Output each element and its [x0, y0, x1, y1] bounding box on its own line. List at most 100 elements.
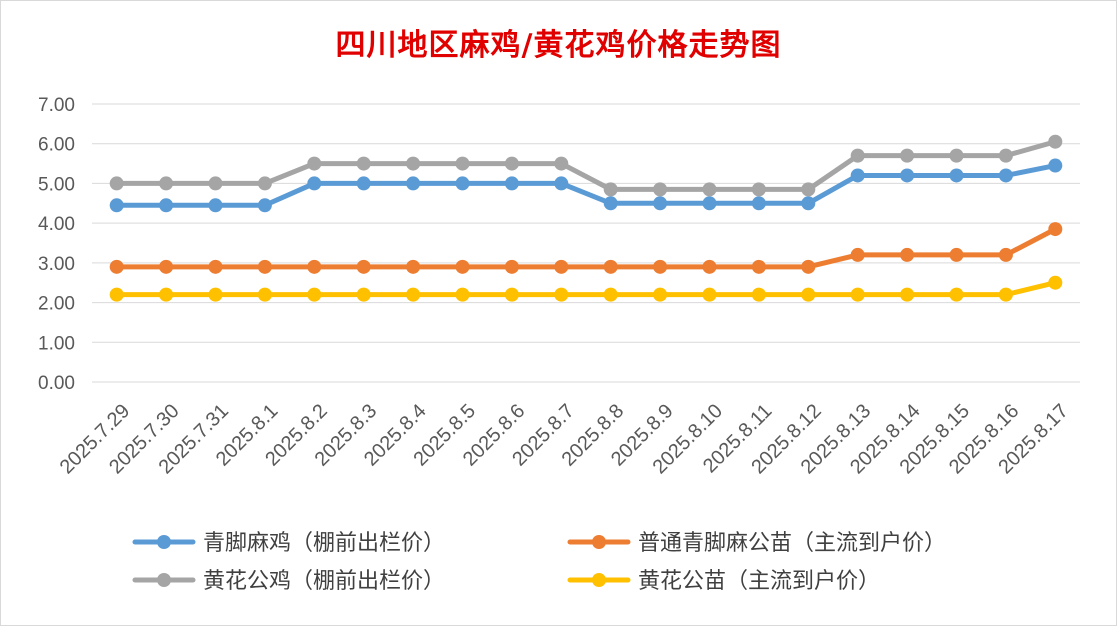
data-point [702, 259, 717, 274]
data-point [801, 259, 816, 274]
data-point [949, 148, 964, 163]
data-point [603, 182, 618, 197]
legend-swatch-marker [592, 573, 606, 587]
data-point [653, 287, 668, 302]
legend-item: 普通青脚麻公苗（主流到户价） [567, 530, 946, 555]
data-point [159, 198, 174, 213]
y-tick-label: 0.00 [38, 373, 75, 394]
data-point [406, 259, 421, 274]
data-point [900, 148, 915, 163]
data-point [406, 156, 421, 171]
data-point [850, 148, 865, 163]
data-point [998, 247, 1013, 262]
legend-item: 青脚麻鸡（棚前出栏价） [132, 530, 445, 555]
data-point [801, 182, 816, 197]
data-point [208, 198, 223, 213]
data-point [801, 287, 816, 302]
legend-item: 黄花公苗（主流到户价） [567, 568, 880, 593]
legend: 青脚麻鸡（棚前出栏价） 普通青脚麻公苗（主流到户价） 黄花公鸡（棚前出栏价） 黄花公苗… [132, 530, 946, 593]
data-point [455, 287, 470, 302]
data-point [801, 196, 816, 211]
data-point [653, 182, 668, 197]
data-point [751, 196, 766, 211]
data-point [900, 168, 915, 183]
data-point [208, 259, 223, 274]
data-point [850, 168, 865, 183]
data-point [554, 287, 569, 302]
data-point [257, 176, 272, 191]
data-point [751, 287, 766, 302]
legend-label: 青脚麻鸡（棚前出栏价） [203, 530, 445, 555]
data-point [1048, 158, 1063, 173]
data-point [356, 259, 371, 274]
data-point [208, 287, 223, 302]
data-point [257, 198, 272, 213]
data-point [1048, 222, 1063, 237]
data-point [504, 156, 519, 171]
y-tick-label: 1.00 [38, 333, 75, 354]
data-point [1048, 134, 1063, 149]
y-tick-label: 7.00 [38, 95, 75, 116]
data-point [653, 259, 668, 274]
x-axis-ticks: 2025.7.292025.7.302025.7.312025.8.12025.… [56, 400, 1073, 478]
y-axis-ticks: 0.00 1.00 2.00 3.00 4.00 5.00 6.00 7.00 [38, 95, 75, 394]
data-point [998, 168, 1013, 183]
data-point [554, 176, 569, 191]
data-point [159, 176, 174, 191]
data-point [356, 176, 371, 191]
data-point [751, 182, 766, 197]
data-point [1048, 275, 1063, 290]
data-point [850, 247, 865, 262]
data-point [257, 287, 272, 302]
data-point [751, 259, 766, 274]
legend-label: 黄花公鸡（棚前出栏价） [203, 568, 445, 593]
data-point [109, 287, 124, 302]
data-point [554, 259, 569, 274]
series-2 [109, 134, 1063, 197]
data-point [998, 287, 1013, 302]
legend-label: 黄花公苗（主流到户价） [638, 568, 880, 593]
y-tick-label: 3.00 [38, 254, 75, 275]
data-point [356, 287, 371, 302]
data-point [504, 176, 519, 191]
data-point [603, 196, 618, 211]
y-tick-label: 4.00 [38, 214, 75, 235]
series-1 [109, 222, 1063, 274]
legend-swatch-marker [157, 535, 171, 549]
y-tick-label: 2.00 [38, 294, 75, 315]
data-point [257, 259, 272, 274]
series-line [114, 280, 1058, 298]
data-point [949, 168, 964, 183]
data-point [554, 156, 569, 171]
data-point [307, 156, 322, 171]
legend-item: 黄花公鸡（棚前出栏价） [132, 568, 445, 593]
series-line [114, 163, 1058, 208]
data-point [208, 176, 223, 191]
legend-label: 普通青脚麻公苗（主流到户价） [638, 530, 946, 555]
data-point [850, 287, 865, 302]
data-point [603, 259, 618, 274]
data-point [900, 287, 915, 302]
gridlines [92, 103, 1080, 383]
data-point [455, 176, 470, 191]
data-point [159, 259, 174, 274]
data-point [356, 156, 371, 171]
data-point [900, 247, 915, 262]
data-point [406, 287, 421, 302]
data-point [998, 148, 1013, 163]
data-point [504, 259, 519, 274]
series-lines [109, 134, 1063, 302]
data-point [159, 287, 174, 302]
y-tick-label: 5.00 [38, 174, 75, 195]
legend-swatch-marker [592, 535, 606, 549]
data-point [455, 259, 470, 274]
data-point [109, 259, 124, 274]
data-point [455, 156, 470, 171]
data-point [603, 287, 618, 302]
data-point [307, 287, 322, 302]
data-point [406, 176, 421, 191]
series-line [114, 226, 1058, 270]
data-point [109, 198, 124, 213]
data-point [109, 176, 124, 191]
